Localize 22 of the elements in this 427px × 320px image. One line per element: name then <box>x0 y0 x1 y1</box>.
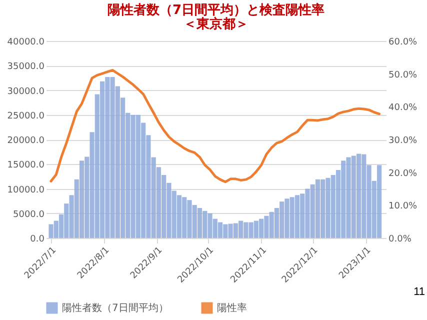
y-tick-label: 5000.0 <box>13 210 45 220</box>
y2-tick-label: 0.0% <box>388 234 412 244</box>
y2-tick-label: 50.0% <box>388 70 418 80</box>
y2-tick-label: 60.0% <box>388 38 418 48</box>
line-series <box>50 68 381 184</box>
legend-label: 陽性者数（7日間平均） <box>62 302 168 314</box>
text: 11 <box>414 286 425 298</box>
y2-tick-label: 40.0% <box>388 103 418 114</box>
y-tick-label: 25000.0 <box>7 111 45 122</box>
y-tick-label: 30000.0 <box>7 86 45 97</box>
y-tick-label: 20000.0 <box>7 136 45 146</box>
y2-tick-label: 20.0% <box>388 168 418 179</box>
y-tick-label: 35000.0 <box>7 62 45 72</box>
y-tick-label: 40000.0 <box>7 38 45 48</box>
y-tick-label: 0.0 <box>30 234 45 244</box>
y-tick-label: 10000.0 <box>7 185 45 196</box>
legend-label: 陽性率 <box>217 302 247 314</box>
y2-tick-label: 30.0% <box>388 136 418 146</box>
chart-subtitle: ＜東京都＞ <box>184 16 248 32</box>
y-tick-label: 15000.0 <box>7 160 45 171</box>
y2-tick-label: 10.0% <box>388 202 418 212</box>
chart-title: 陽性者数（7日間平均）と検査陽性率 <box>107 2 325 18</box>
